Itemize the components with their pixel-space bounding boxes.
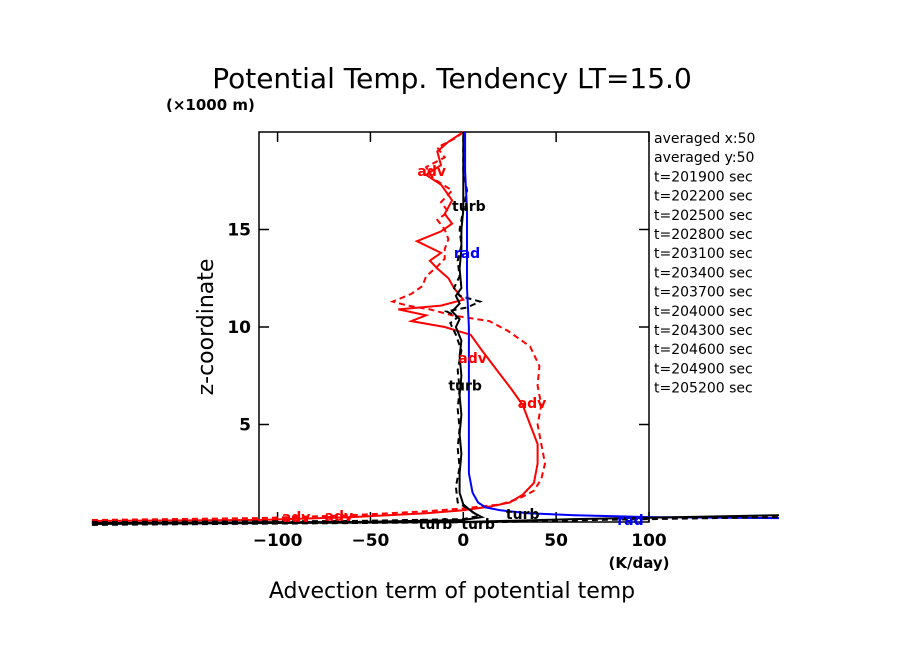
series-line-3: [91, 132, 483, 523]
legend-line: t=202800 sec: [654, 227, 753, 243]
x-axis-label: Advection term of potential temp: [269, 579, 635, 604]
legend-line: t=204900 sec: [654, 361, 753, 377]
legend-line: t=201900 sec: [654, 169, 753, 185]
curve-annotation: turb: [461, 517, 495, 533]
legend-line: t=205200 sec: [654, 381, 753, 397]
curve-annotation: adv: [458, 351, 487, 367]
y-tick-label: 5: [239, 416, 251, 436]
curve-annotation: adv: [282, 510, 311, 526]
curve-annotation: rad: [617, 513, 643, 529]
y-unit-label: (×1000 m): [166, 96, 255, 114]
legend-line: t=204000 sec: [654, 304, 753, 320]
legend-line: t=204300 sec: [654, 323, 753, 339]
chart-title: Potential Temp. Tendency LT=15.0: [212, 62, 692, 95]
legend-line: averaged x:50: [654, 131, 755, 147]
legend-line: t=203400 sec: [654, 265, 753, 281]
legend-line: t=202200 sec: [654, 189, 753, 205]
x-tick-label: 50: [544, 531, 568, 551]
series-line-1: [91, 131, 547, 521]
curve-annotation: rad: [454, 246, 480, 262]
curve-annotation: turb: [452, 199, 486, 215]
series-line-4: [464, 132, 780, 520]
curve-annotation: turb: [419, 517, 453, 533]
series-line-2: [91, 132, 486, 524]
series-group: [91, 131, 780, 526]
curve-annotation: turb: [506, 507, 540, 523]
series-line-0: [91, 131, 539, 522]
y-tick-label: 15: [227, 221, 251, 241]
legend-line: t=203100 sec: [654, 246, 753, 262]
legend-line: t=204600 sec: [654, 342, 753, 358]
legend-line: t=203700 sec: [654, 285, 753, 301]
legend-line: t=202500 sec: [654, 208, 753, 224]
curve-annotation: adv: [417, 164, 446, 180]
plot-frame: [258, 131, 650, 523]
x-tick-label: 0: [457, 531, 469, 551]
x-tick-label: −50: [351, 531, 389, 551]
y-axis-label: z-coordinate: [194, 259, 219, 396]
curve-annotation: turb: [448, 379, 482, 395]
y-ticks: 5 10 15: [227, 221, 649, 436]
x-tick-label: −100: [253, 531, 303, 551]
x-ticks: −100 −50 0 50 100: [253, 132, 667, 551]
legend: averaged x:50 averaged y:50 t=201900 sec t=…: [654, 131, 755, 397]
x-unit-label: (K/day): [609, 554, 670, 572]
curve-annotation: adv: [325, 509, 354, 525]
legend-line: averaged y:50: [654, 150, 754, 166]
y-tick-label: 10: [227, 318, 251, 338]
x-tick-label: 100: [631, 531, 667, 551]
curve-annotation: adv: [518, 396, 547, 412]
series-line-6: [91, 516, 780, 526]
